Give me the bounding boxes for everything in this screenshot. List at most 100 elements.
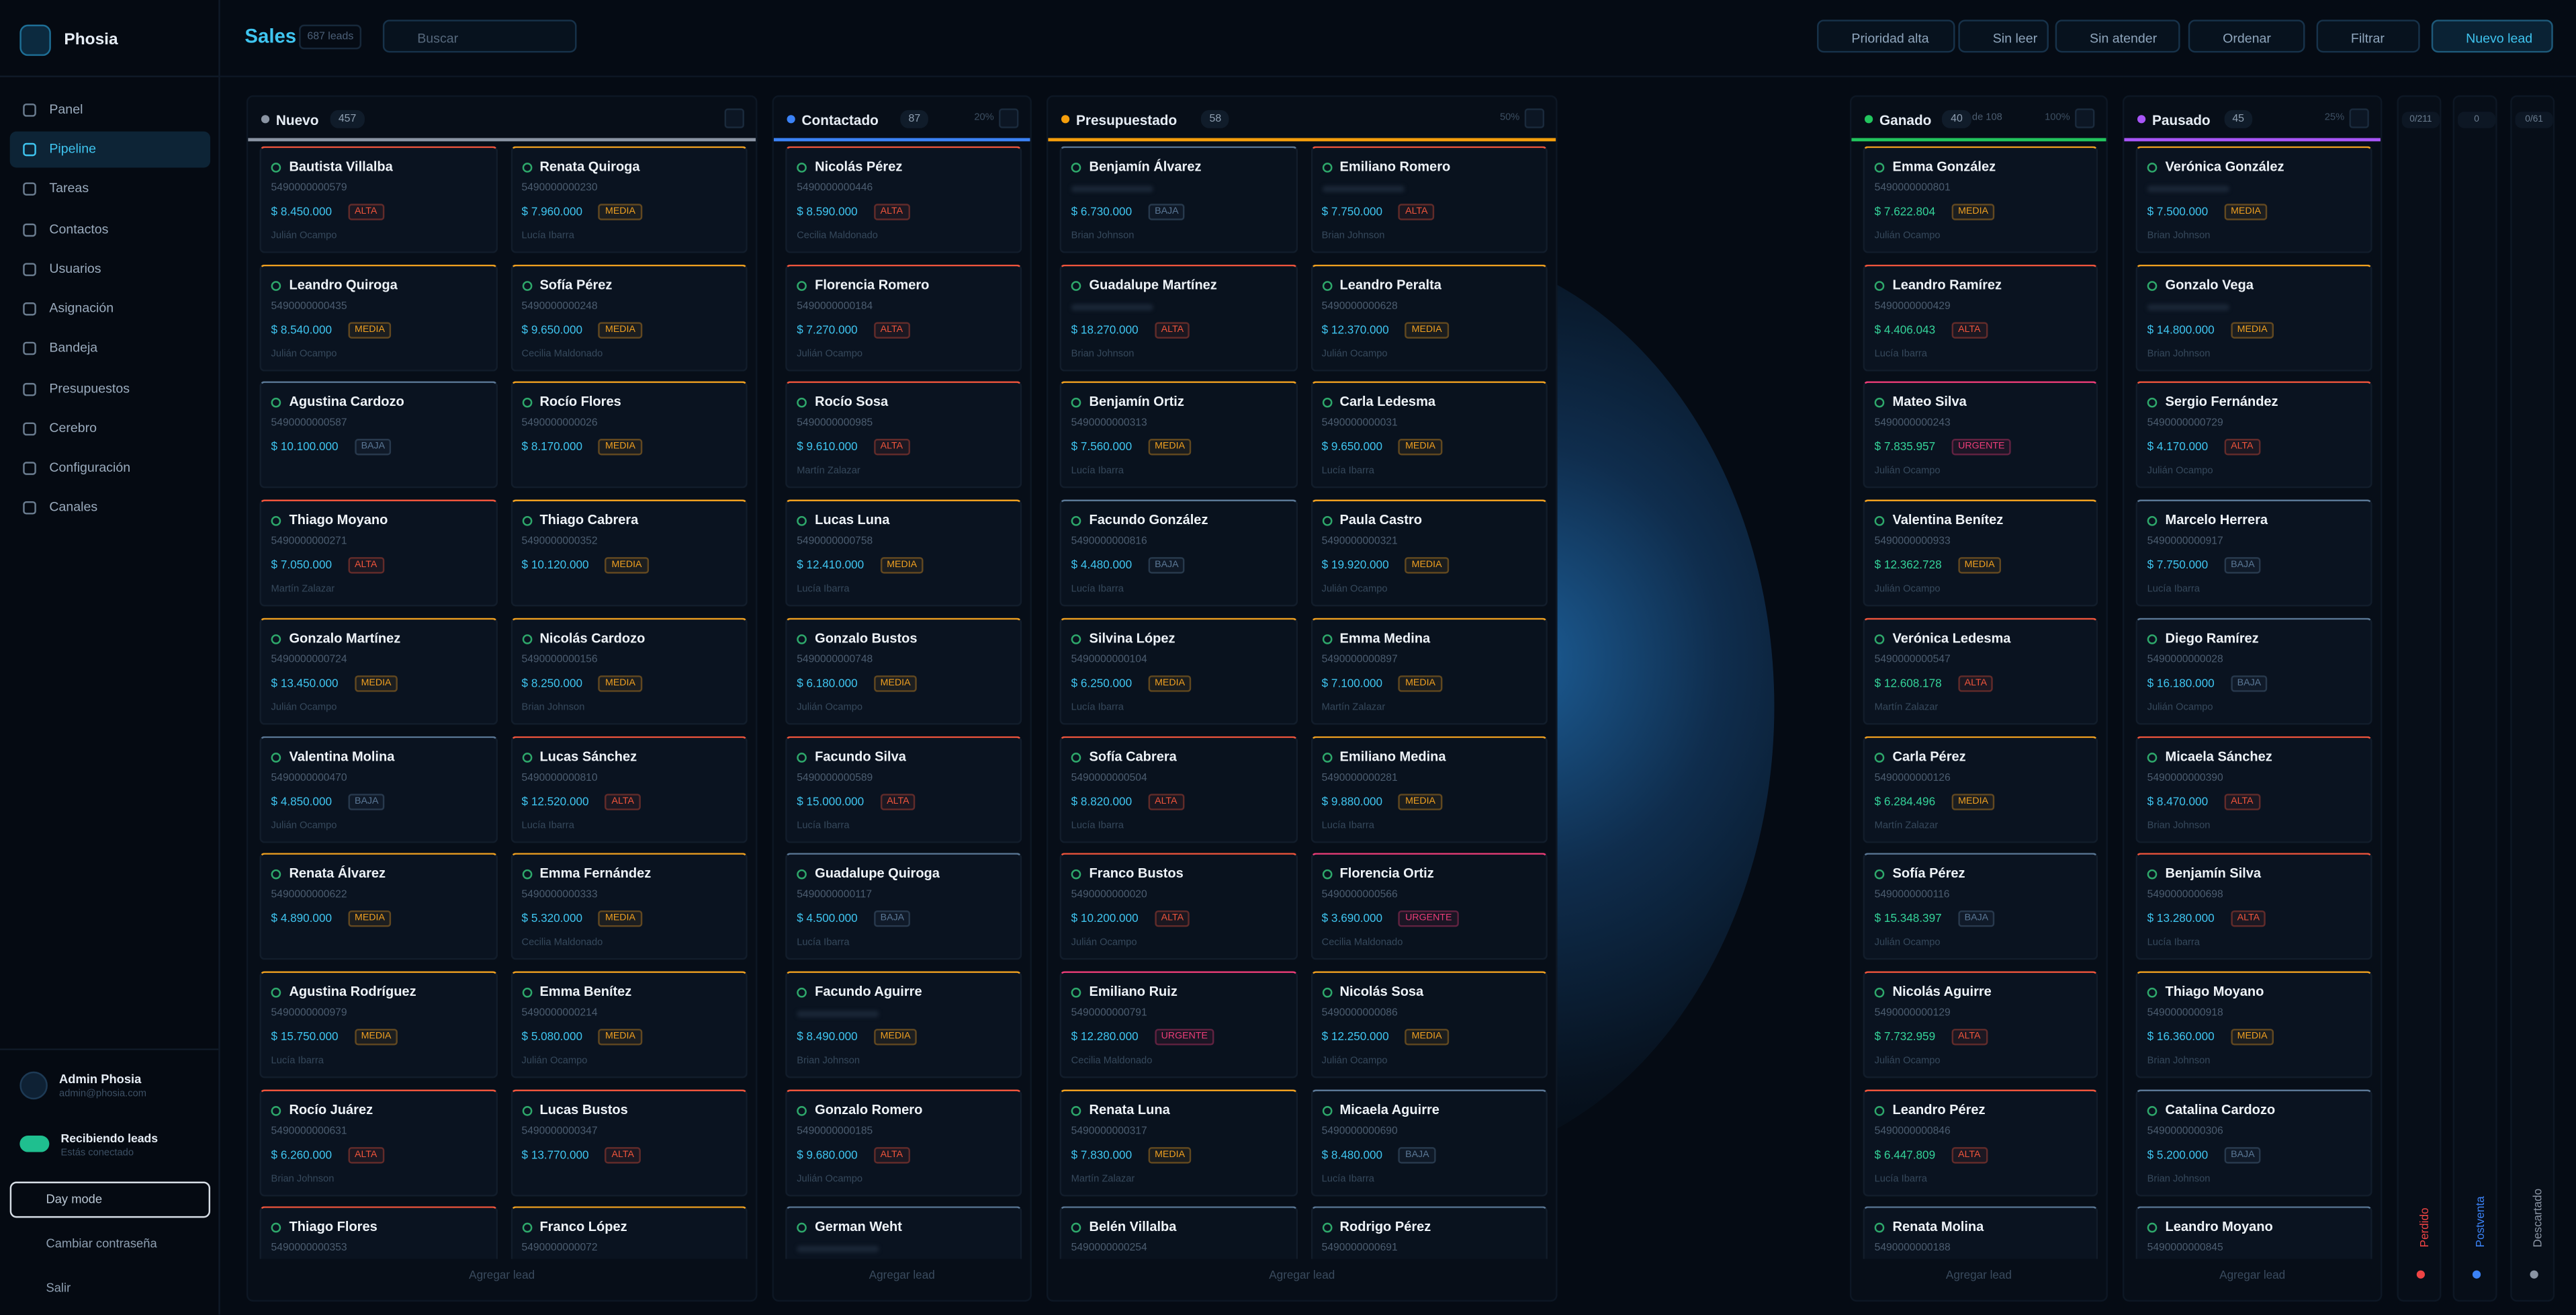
lead-card[interactable]: Benjamín Ortiz 5490000000313 $ 7.560.000 ME… bbox=[1059, 382, 1297, 489]
lead-card[interactable]: Sofía Pérez 5490000000248 $ 9.650.000 MEDIA… bbox=[510, 264, 748, 371]
lead-card[interactable]: Renata Luna 5490000000317 $ 7.830.000 MEDIA… bbox=[1059, 1089, 1297, 1196]
lead-card[interactable]: German Weht bbox=[785, 1206, 1022, 1259]
lead-card[interactable]: Paula Castro 5490000000321 $ 19.920.000 MED… bbox=[1310, 499, 1548, 607]
lead-card[interactable]: Nicolás Aguirre 5490000000129 $ 7.732.959 A… bbox=[1863, 971, 2098, 1078]
lead-card[interactable]: Valentina Benítez 5490000000933 $ 12.362.7… bbox=[1863, 499, 2098, 607]
lead-card[interactable]: Carla Pérez 5490000000126 $ 6.284.496 MEDIA… bbox=[1863, 735, 2098, 843]
add-lead[interactable]: Agregar lead bbox=[469, 1270, 535, 1282]
collapse-button[interactable] bbox=[1524, 108, 1545, 128]
lead-card[interactable]: Emma Fernández 5490000000333 $ 5.320.000 ME… bbox=[510, 853, 748, 960]
lead-card[interactable]: Leandro Quiroga 5490000000435 $ 8.540.000 M… bbox=[259, 264, 497, 371]
nav-item[interactable]: Bandeja bbox=[49, 340, 98, 355]
toolbar-button[interactable]: Sin leer bbox=[1958, 19, 2049, 53]
lead-card[interactable]: Silvina López 5490000000104 $ 6.250.000 MED… bbox=[1059, 618, 1297, 725]
lead-card[interactable]: Thiago Cabrera 5490000000352 $ 10.120.000 M… bbox=[510, 499, 748, 607]
lead-card[interactable]: Gonzalo Martínez 5490000000724 $ 13.450.00… bbox=[259, 618, 497, 725]
lead-card[interactable]: Micaela Aguirre 5490000000690 $ 8.480.000 B… bbox=[1310, 1089, 1548, 1196]
nav-item[interactable]: Contactos bbox=[49, 222, 109, 237]
lead-card[interactable]: Facundo González 5490000000816 $ 4.480.000… bbox=[1059, 499, 1297, 607]
nav-item[interactable]: Presupuestos bbox=[49, 381, 130, 396]
lead-card[interactable]: Diego Ramírez 5490000000028 $ 16.180.000 BA… bbox=[2135, 618, 2372, 725]
lead-card[interactable]: Mateo Silva 5490000000243 $ 7.835.957 URGEN… bbox=[1863, 382, 2098, 489]
lead-card[interactable]: Emma Medina 5490000000897 $ 7.100.000 MEDIA… bbox=[1310, 618, 1548, 725]
lead-card[interactable]: Lucas Bustos 5490000000347 $ 13.770.000 ALT… bbox=[510, 1089, 748, 1196]
lead-card[interactable]: Emiliano Romero $ 7.750.000 ALTA Brian John… bbox=[1310, 146, 1548, 253]
lead-card[interactable]: Renata Álvarez 5490000000622 $ 4.890.000 ME… bbox=[259, 853, 497, 960]
toolbar-button[interactable]: Ordenar bbox=[2188, 19, 2305, 53]
nav-item[interactable]: Canales bbox=[49, 499, 98, 515]
lead-card[interactable]: Renata Molina 5490000000188 bbox=[1863, 1206, 2098, 1259]
lead-card[interactable]: Facundo Silva 5490000000589 $ 15.000.000 AL… bbox=[785, 735, 1022, 843]
lead-card[interactable]: Benjamín Álvarez $ 6.730.000 BAJA Brian Joh… bbox=[1059, 146, 1297, 253]
nav-item[interactable]: Configuración bbox=[49, 460, 131, 475]
lead-card[interactable]: Nicolás Pérez 5490000000446 $ 8.590.000 ALT… bbox=[785, 146, 1022, 253]
lead-card[interactable]: Verónica Ledesma 5490000000547 $ 12.608.17… bbox=[1863, 618, 2098, 725]
lead-card[interactable]: Bautista Villalba 5490000000579 $ 8.450.00… bbox=[259, 146, 497, 253]
day-mode-button[interactable] bbox=[9, 1181, 211, 1218]
lead-card[interactable]: Gonzalo Romero 5490000000185 $ 9.680.000 AL… bbox=[785, 1089, 1022, 1196]
collapse-button[interactable] bbox=[2075, 108, 2095, 128]
nav-item[interactable]: Panel bbox=[49, 101, 83, 117]
lead-card[interactable]: Leandro Moyano 5490000000845 bbox=[2135, 1206, 2372, 1259]
collapsed-column[interactable]: 0/211 Perdido bbox=[2397, 95, 2442, 1302]
lead-card[interactable]: Benjamín Silva 5490000000698 $ 13.280.000 A… bbox=[2135, 853, 2372, 960]
lead-card[interactable]: Emiliano Ruiz 5490000000791 $ 12.280.000 UR… bbox=[1059, 971, 1297, 1078]
collapsed-column[interactable]: 0/61 Descartado bbox=[2510, 95, 2555, 1302]
lead-card[interactable]: Rocío Flores 5490000000026 $ 8.170.000 MEDI… bbox=[510, 382, 748, 489]
nav-item[interactable]: Asignación bbox=[49, 300, 114, 316]
lead-card[interactable]: Guadalupe Martínez $ 18.270.000 ALTA Brian … bbox=[1059, 264, 1297, 371]
lead-card[interactable]: Catalina Cardozo 5490000000306 $ 5.200.000… bbox=[2135, 1089, 2372, 1196]
lead-card[interactable]: Micaela Sánchez 5490000000390 $ 8.470.000 A… bbox=[2135, 735, 2372, 843]
add-lead[interactable]: Agregar lead bbox=[869, 1270, 935, 1282]
lead-card[interactable]: Thiago Moyano 5490000000271 $ 7.050.000 ALT… bbox=[259, 499, 497, 607]
lead-card[interactable]: Belén Villalba 5490000000254 bbox=[1059, 1206, 1297, 1259]
lead-card[interactable]: Leandro Peralta 5490000000628 $ 12.370.000… bbox=[1310, 264, 1548, 371]
lead-card[interactable]: Emiliano Medina 5490000000281 $ 9.880.000 M… bbox=[1310, 735, 1548, 843]
lead-card[interactable]: Lucas Luna 5490000000758 $ 12.410.000 MEDIA… bbox=[785, 499, 1022, 607]
add-lead[interactable]: Agregar lead bbox=[2219, 1270, 2286, 1282]
collapse-button[interactable] bbox=[2349, 108, 2369, 128]
toolbar-button[interactable]: Sin atender bbox=[2055, 19, 2180, 53]
nav-item[interactable]: Usuarios bbox=[49, 261, 101, 276]
lead-card[interactable]: Facundo Aguirre $ 8.490.000 MEDIA Brian Joh… bbox=[785, 971, 1022, 1078]
change-password[interactable]: Cambiar contraseña bbox=[46, 1236, 157, 1251]
nav-item[interactable]: Cerebro bbox=[49, 421, 97, 436]
lead-card[interactable]: Lucas Sánchez 5490000000810 $ 12.520.000 AL… bbox=[510, 735, 748, 843]
lead-card[interactable]: Gonzalo Bustos 5490000000748 $ 6.180.000 ME… bbox=[785, 618, 1022, 725]
nav-item[interactable]: Pipeline bbox=[49, 141, 97, 157]
toolbar-button[interactable]: Filtrar bbox=[2316, 19, 2420, 53]
lead-card[interactable]: Sofía Pérez 5490000000116 $ 15.348.397 BAJA… bbox=[1863, 853, 2098, 960]
lead-card[interactable]: Franco Bustos 5490000000020 $ 10.200.000 AL… bbox=[1059, 853, 1297, 960]
status-toggle[interactable] bbox=[19, 1136, 50, 1152]
lead-card[interactable]: Sergio Fernández 5490000000729 $ 4.170.000… bbox=[2135, 382, 2372, 489]
collapsed-column[interactable]: 0 Postventa bbox=[2452, 95, 2497, 1302]
add-lead[interactable]: Agregar lead bbox=[1269, 1270, 1335, 1282]
lead-card[interactable]: Nicolás Cardozo 5490000000156 $ 8.250.000 M… bbox=[510, 618, 748, 725]
collapse-button[interactable] bbox=[999, 108, 1019, 128]
lead-card[interactable]: Leandro Pérez 5490000000846 $ 6.447.809 ALT… bbox=[1863, 1089, 2098, 1196]
lead-card[interactable]: Leandro Ramírez 5490000000429 $ 4.406.043 A… bbox=[1863, 264, 2098, 371]
lead-card[interactable]: Agustina Cardozo 5490000000587 $ 10.100.00… bbox=[259, 382, 497, 489]
lead-card[interactable]: Nicolás Sosa 5490000000086 $ 12.250.000 MED… bbox=[1310, 971, 1548, 1078]
lead-card[interactable]: Carla Ledesma 5490000000031 $ 9.650.000 MED… bbox=[1310, 382, 1548, 489]
lead-card[interactable]: Gonzalo Vega $ 14.800.000 MEDIA Brian Johns… bbox=[2135, 264, 2372, 371]
lead-card[interactable]: Rocío Sosa 5490000000985 $ 9.610.000 ALTA Ma… bbox=[785, 382, 1022, 489]
search-box[interactable]: Buscar bbox=[382, 19, 577, 53]
lead-card[interactable]: Valentina Molina 5490000000470 $ 4.850.000… bbox=[259, 735, 497, 843]
lead-card[interactable]: Thiago Moyano 5490000000918 $ 16.360.000 ME… bbox=[2135, 971, 2372, 1078]
new-lead-button[interactable]: Nuevo lead bbox=[2431, 19, 2553, 53]
lead-card[interactable]: Sofía Cabrera 5490000000504 $ 8.820.000 ALT… bbox=[1059, 735, 1297, 843]
logout[interactable]: Salir bbox=[46, 1280, 71, 1296]
toolbar-button[interactable]: Prioridad alta bbox=[1817, 19, 1955, 53]
collapse-button[interactable] bbox=[724, 108, 744, 128]
lead-card[interactable]: Rocío Juárez 5490000000631 $ 6.260.000 ALTA… bbox=[259, 1089, 497, 1196]
lead-card[interactable]: Florencia Ortiz 5490000000566 $ 3.690.000 U… bbox=[1310, 853, 1548, 960]
lead-card[interactable]: Emma Benítez 5490000000214 $ 5.080.000 MEDI… bbox=[510, 971, 748, 1078]
lead-card[interactable]: Rodrigo Pérez 5490000000691 bbox=[1310, 1206, 1548, 1259]
add-lead[interactable]: Agregar lead bbox=[1945, 1270, 2012, 1282]
lead-card[interactable]: Florencia Romero 5490000000184 $ 7.270.000… bbox=[785, 264, 1022, 371]
lead-card[interactable]: Verónica González $ 7.500.000 MEDIA Brian J… bbox=[2135, 146, 2372, 253]
lead-card[interactable]: Guadalupe Quiroga 5490000000117 $ 4.500.00… bbox=[785, 853, 1022, 960]
